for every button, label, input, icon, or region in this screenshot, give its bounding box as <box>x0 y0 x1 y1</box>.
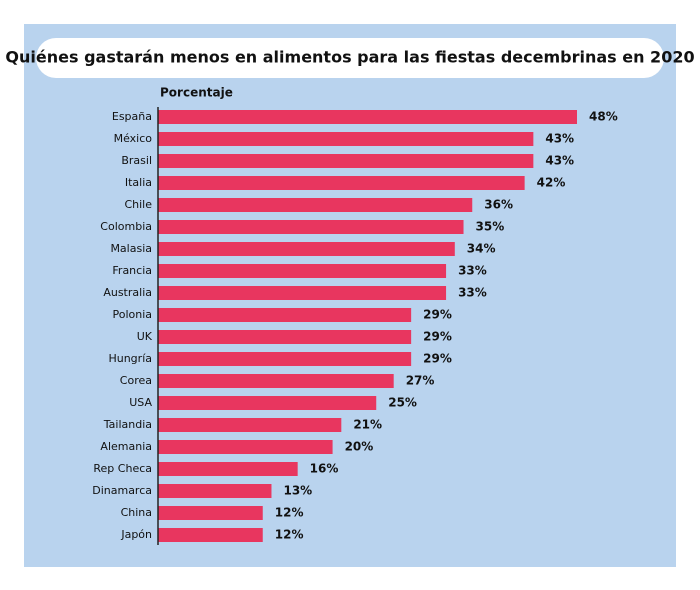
data-label: 20% <box>345 440 374 454</box>
bar <box>158 286 447 300</box>
y-tick-label: España <box>112 110 152 123</box>
chart-title: Quiénes gastarán menos en alimentos para… <box>5 48 694 67</box>
y-tick-label: Corea <box>120 374 152 387</box>
y-tick-label: Chile <box>124 198 152 211</box>
axis-label: Porcentaje <box>160 86 233 100</box>
y-tick-label: Colombia <box>100 220 152 233</box>
bar <box>158 198 473 212</box>
y-tick-label: Brasil <box>121 154 152 167</box>
data-label: 43% <box>545 154 574 168</box>
y-tick-label: México <box>114 132 153 145</box>
bar <box>158 264 447 278</box>
bar <box>158 484 272 498</box>
data-label: 12% <box>275 528 304 542</box>
y-tick-label: China <box>121 506 152 519</box>
data-label: 35% <box>476 220 505 234</box>
y-tick-label: Polonia <box>112 308 152 321</box>
data-label: 42% <box>537 176 566 190</box>
data-label: 34% <box>467 242 496 256</box>
data-label: 36% <box>484 198 513 212</box>
y-tick-label: Malasia <box>110 242 152 255</box>
y-tick-label: UK <box>137 330 153 343</box>
bar <box>158 330 412 344</box>
data-label: 29% <box>423 352 452 366</box>
y-tick-label: Dinamarca <box>92 484 152 497</box>
title-box <box>36 38 664 78</box>
y-tick-label: Rep Checa <box>93 462 152 475</box>
data-label: 33% <box>458 264 487 278</box>
bar <box>158 396 377 410</box>
y-tick-label: Tailandia <box>103 418 152 431</box>
data-label: 48% <box>589 110 618 124</box>
bar <box>158 506 263 520</box>
y-tick-label: Italia <box>125 176 152 189</box>
bar <box>158 374 394 388</box>
y-tick-label: Alemania <box>100 440 152 453</box>
bar <box>158 462 298 476</box>
bar <box>158 220 464 234</box>
bar <box>158 308 412 322</box>
data-label: 21% <box>353 418 382 432</box>
bar <box>158 110 577 124</box>
data-label: 43% <box>545 132 574 146</box>
bar <box>158 132 534 146</box>
data-label: 25% <box>388 396 417 410</box>
data-label: 29% <box>423 308 452 322</box>
bar <box>158 176 525 190</box>
bar <box>158 242 455 256</box>
bar <box>158 440 333 454</box>
data-label: 16% <box>310 462 339 476</box>
data-label: 13% <box>283 484 312 498</box>
y-tick-label: Hungría <box>108 352 152 365</box>
y-tick-label: Japón <box>120 528 152 541</box>
bar <box>158 352 412 366</box>
data-label: 12% <box>275 506 304 520</box>
y-tick-label: USA <box>129 396 152 409</box>
data-label: 27% <box>406 374 435 388</box>
data-label: 29% <box>423 330 452 344</box>
bar <box>158 154 534 168</box>
bar <box>158 528 263 542</box>
y-tick-label: Francia <box>112 264 152 277</box>
data-label: 33% <box>458 286 487 300</box>
y-tick-label: Australia <box>103 286 152 299</box>
bar <box>158 418 342 432</box>
